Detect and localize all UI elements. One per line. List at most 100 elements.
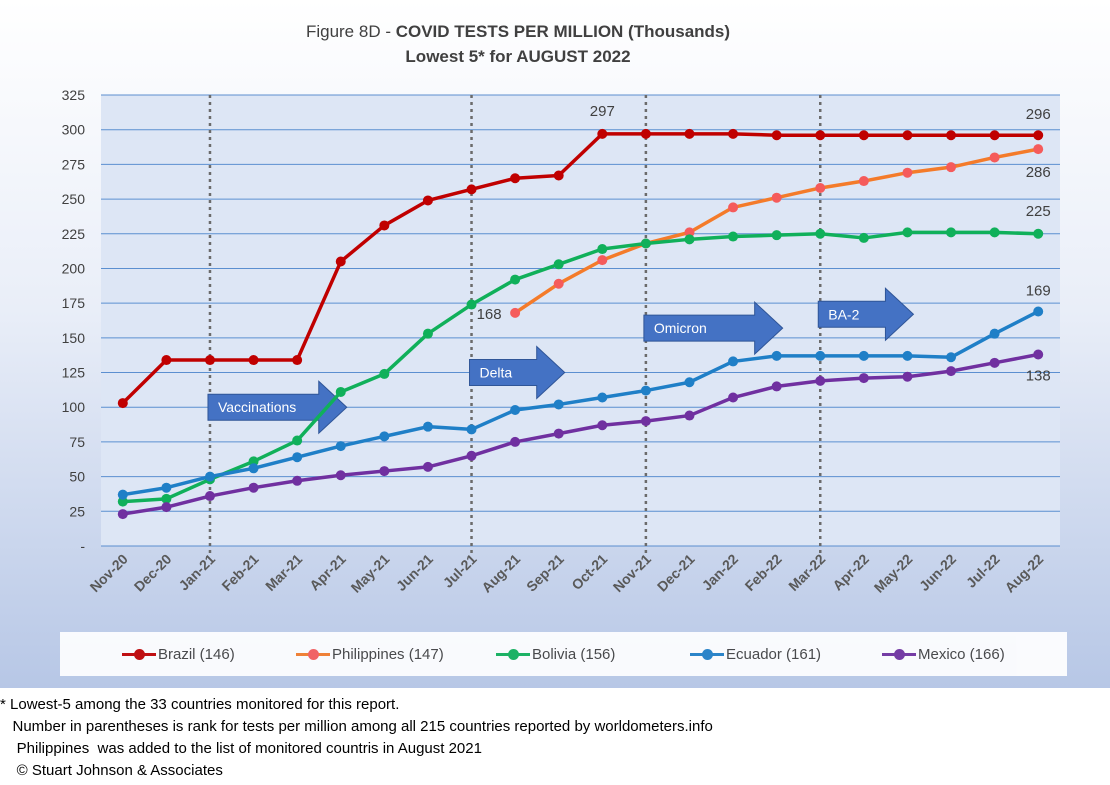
legend-label: Brazil (146)	[158, 646, 235, 663]
legend-marker	[894, 649, 905, 660]
data-point	[510, 274, 521, 285]
data-label: 296	[1026, 106, 1051, 123]
footnote-line: * Lowest-5 among the 33 countries monito…	[0, 696, 400, 713]
data-point	[771, 192, 782, 203]
data-point	[1033, 349, 1044, 360]
arrow-ba-2	[817, 287, 915, 342]
data-point	[335, 441, 346, 452]
data-point	[422, 328, 433, 339]
data-point	[379, 220, 390, 231]
data-point	[204, 355, 215, 366]
data-point	[466, 184, 477, 195]
data-label: 168	[477, 306, 502, 323]
data-point	[422, 461, 433, 472]
data-point	[771, 130, 782, 141]
data-point	[902, 130, 913, 141]
arrow-label: BA-2	[828, 306, 859, 322]
x-tick-label: May-22	[871, 551, 916, 596]
data-point	[815, 130, 826, 141]
data-label: 225	[1026, 203, 1051, 220]
data-point	[902, 371, 913, 382]
x-tick-label: Jun-21	[393, 551, 436, 594]
data-point	[728, 392, 739, 403]
x-tick-label: Jul-22	[963, 551, 1003, 591]
legend-marker	[702, 649, 713, 660]
data-point	[292, 452, 303, 463]
data-point	[1033, 130, 1044, 141]
x-tick-label: Sep-21	[523, 551, 567, 595]
data-point	[815, 228, 826, 239]
x-tick-label: Nov-20	[87, 551, 131, 595]
data-point	[161, 493, 172, 504]
data-label: 138	[1026, 367, 1051, 384]
data-point	[292, 475, 303, 486]
series-line	[122, 230, 1039, 504]
data-point	[204, 471, 215, 482]
data-label: 169	[1026, 282, 1051, 299]
data-point	[553, 278, 564, 289]
data-point	[858, 176, 869, 187]
x-tick-label: Jul-21	[440, 551, 480, 591]
y-tick-label: -	[80, 538, 85, 554]
data-point	[946, 366, 957, 377]
y-tick-label: 50	[69, 469, 85, 485]
chart-subtitle: Lowest 5* for AUGUST 2022	[405, 47, 631, 66]
data-point	[728, 231, 739, 242]
data-point	[597, 244, 608, 255]
y-tick-label: 75	[69, 434, 85, 450]
data-point	[684, 410, 695, 421]
data-point	[728, 356, 739, 367]
data-point	[117, 496, 128, 507]
data-point	[684, 377, 695, 388]
data-point	[1033, 306, 1044, 317]
x-tick-label: May-21	[348, 551, 393, 596]
data-point	[292, 435, 303, 446]
data-point	[510, 436, 521, 447]
legend-label: Bolivia (156)	[532, 646, 616, 663]
data-point	[946, 352, 957, 363]
x-tick-label: Nov-21	[610, 551, 654, 595]
data-point	[946, 130, 957, 141]
data-point	[248, 456, 259, 467]
legend-label: Philippines (147)	[332, 646, 444, 663]
data-point	[204, 491, 215, 502]
data-point	[640, 128, 651, 139]
legend-item: Ecuador (161)	[690, 646, 821, 663]
data-point	[989, 152, 1000, 163]
data-point	[684, 227, 695, 238]
data-point	[989, 357, 1000, 368]
data-point	[335, 256, 346, 267]
legend-label: Ecuador (161)	[726, 646, 822, 663]
legend-swatch	[122, 649, 156, 660]
data-point	[771, 230, 782, 241]
data-point	[640, 416, 651, 427]
arrow-delta	[469, 345, 566, 400]
data-point	[902, 167, 913, 178]
data-point	[117, 398, 128, 409]
y-tick-label: 175	[62, 295, 86, 311]
data-label: 286	[1026, 164, 1051, 181]
data-point	[858, 130, 869, 141]
y-tick-label: 25	[69, 503, 85, 519]
data-point	[858, 373, 869, 384]
arrow-label: Delta	[480, 365, 513, 381]
data-point	[117, 489, 128, 500]
data-point	[553, 428, 564, 439]
data-point	[161, 355, 172, 366]
x-tick-label: Aug-22	[1001, 551, 1046, 596]
data-point	[379, 466, 390, 477]
data-point	[815, 375, 826, 386]
data-point	[248, 463, 259, 474]
data-point	[553, 399, 564, 410]
arrow-label: Vaccinations	[218, 399, 296, 415]
data-point	[248, 355, 259, 366]
legend-item: Brazil (146)	[122, 646, 235, 663]
data-point	[466, 299, 477, 310]
y-tick-label: 100	[62, 399, 86, 415]
line-chart: - 25 50 75 100 125 150 175 200 225 250 275 300 325 Nov…	[62, 87, 1060, 596]
arrow-vaccinations	[207, 380, 348, 435]
data-point	[1033, 144, 1044, 155]
data-point	[858, 350, 869, 361]
y-tick-label: 225	[62, 226, 86, 242]
y-tick-label: 300	[62, 122, 86, 138]
